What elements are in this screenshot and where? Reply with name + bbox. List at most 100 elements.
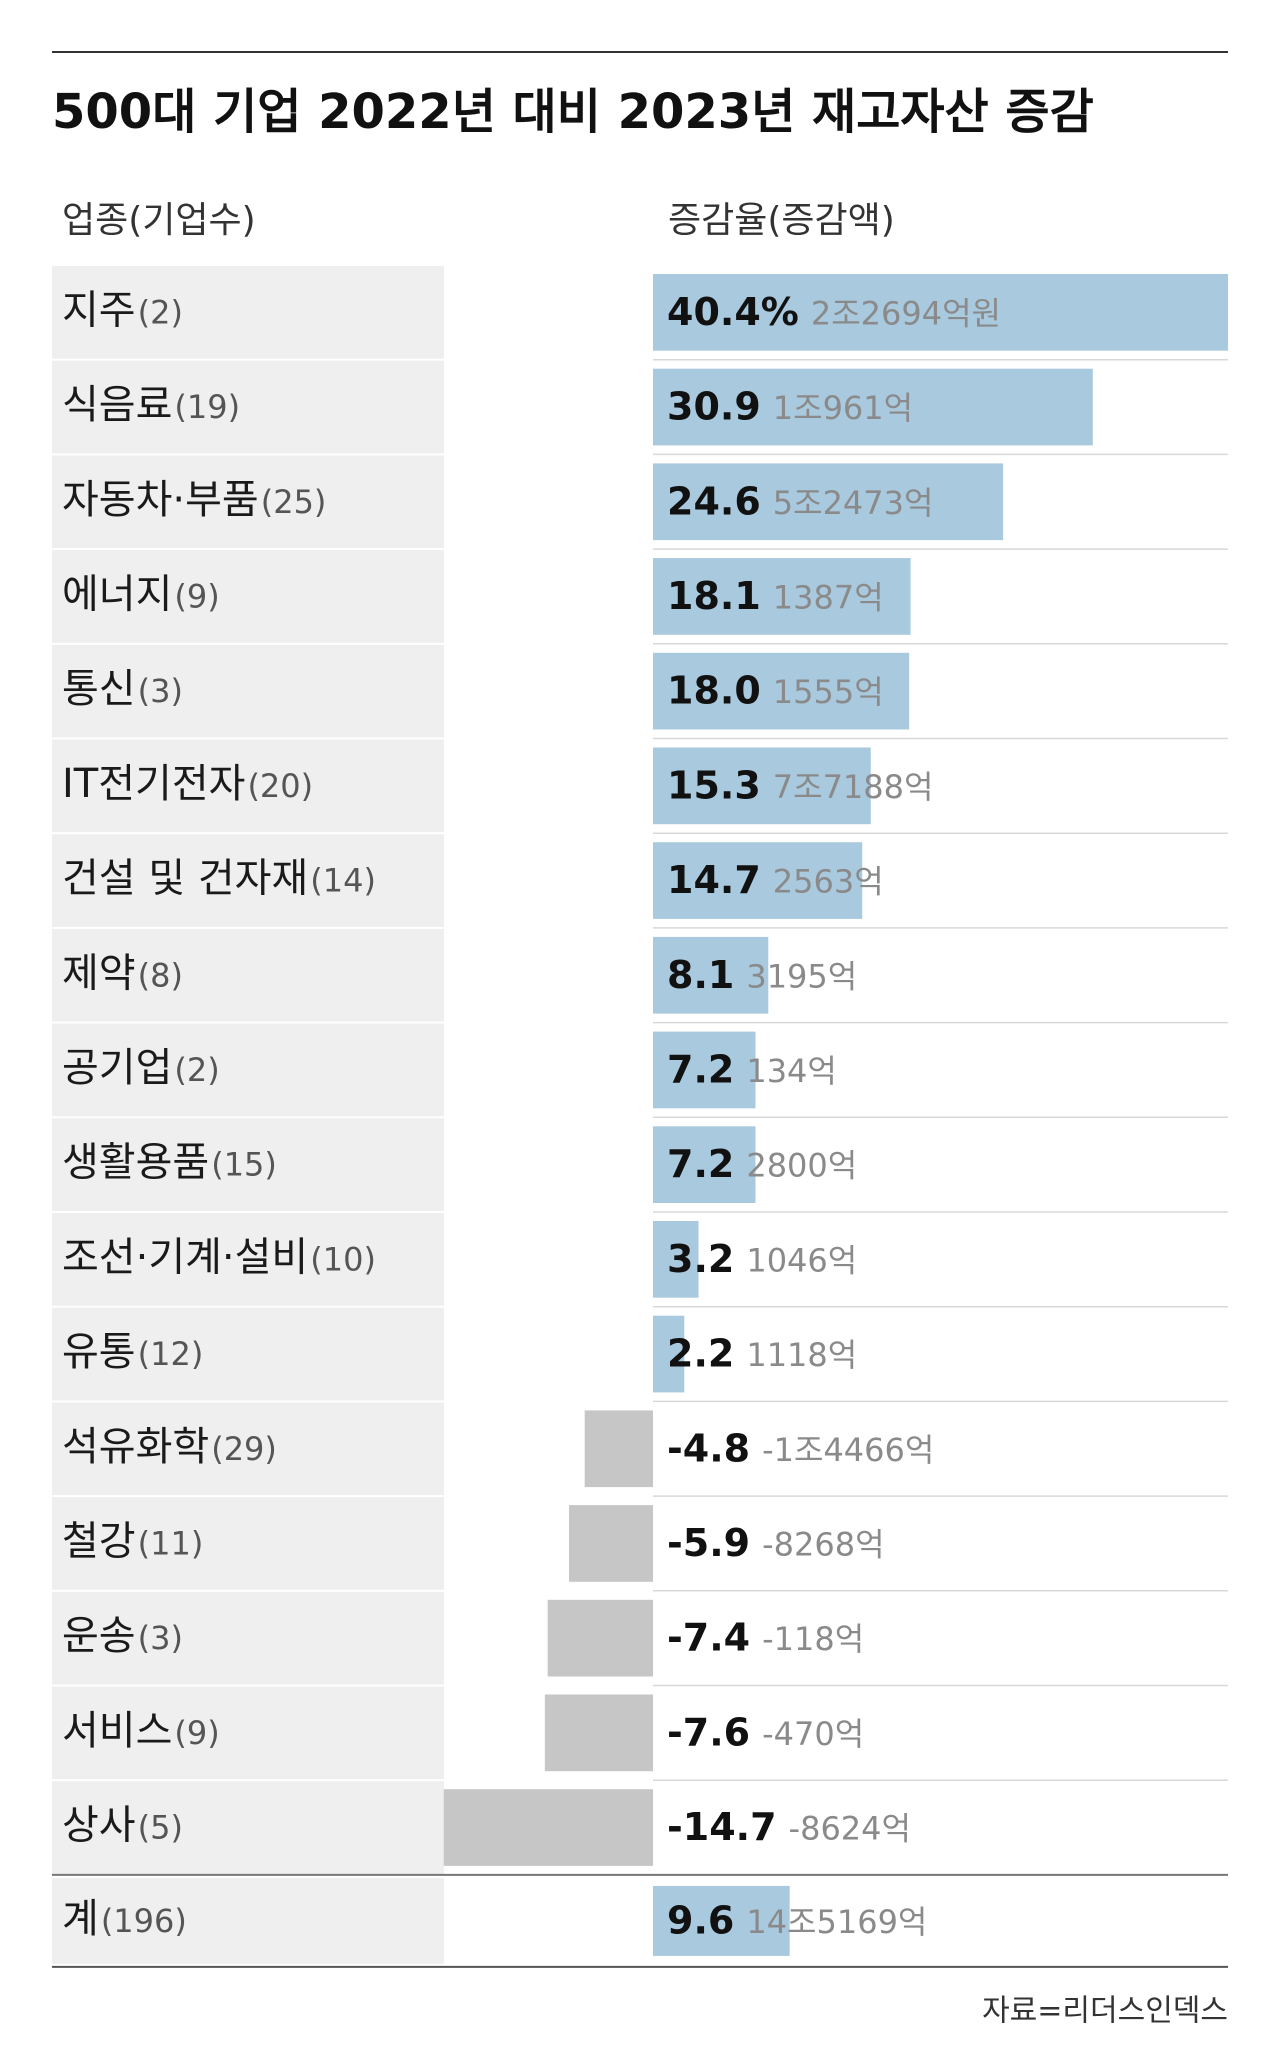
category-cell (52, 360, 444, 454)
amount-label: -8624억 (789, 1810, 911, 1848)
company-count: (15) (211, 1146, 277, 1184)
bar (653, 936, 769, 1014)
company-count: (8) (138, 956, 183, 994)
company-count: (3) (138, 1619, 183, 1657)
amount-label: 2800억 (746, 1147, 857, 1185)
category-label: IT전기전자 (62, 761, 245, 807)
company-count: (29) (211, 1430, 277, 1468)
bar (653, 1031, 756, 1109)
category-label: 조선·기계·설비 (62, 1234, 308, 1280)
category-header: 업종(기업수) (62, 200, 256, 241)
company-count: (10) (310, 1240, 376, 1278)
value-header: 증감율(증감액) (668, 200, 895, 241)
amount-label: 2조2694억원 (811, 294, 1001, 332)
value-label: -4.8 (667, 1426, 750, 1470)
category-label: 유통 (62, 1329, 136, 1375)
company-count: (12) (138, 1335, 204, 1373)
source: 자료=리더스인덱스 (982, 1994, 1228, 2029)
value-label: 9.6 (667, 1898, 734, 1942)
value-label: -7.6 (667, 1710, 750, 1754)
bar (653, 652, 910, 730)
bar (653, 274, 1228, 351)
category-cell (52, 266, 444, 359)
bar (653, 463, 1004, 541)
amount-label: 1046억 (746, 1241, 857, 1279)
category-label: 운송 (62, 1613, 136, 1659)
chart-title: 500대 기업 2022년 대비 2023년 재고자산 증감 (52, 84, 1094, 140)
amount-label: 2563억 (773, 863, 884, 901)
amount-label: 1118억 (746, 1336, 857, 1374)
category-cell (52, 1307, 444, 1401)
bar (653, 1315, 685, 1393)
value-label: 24.6 (667, 479, 761, 523)
amount-label: -470억 (762, 1715, 864, 1753)
category-cell (52, 1213, 444, 1306)
amount-label: -8268억 (762, 1525, 884, 1563)
bar (653, 747, 871, 825)
category-cell (52, 1023, 444, 1117)
company-count: (19) (174, 388, 240, 426)
amount-label: 5조2473억 (773, 484, 934, 522)
category-label: 식음료 (62, 382, 172, 428)
company-count: (11) (138, 1524, 204, 1562)
category-label: 계 (62, 1896, 99, 1942)
amount-label: 1387억 (773, 578, 884, 616)
category-cell (52, 1497, 444, 1590)
category-cell (52, 1118, 444, 1211)
company-count: (2) (138, 293, 183, 331)
value-label: 15.3 (667, 763, 761, 807)
amount-label: 1555억 (773, 673, 884, 711)
category-cell (52, 1591, 444, 1685)
category-label: 공기업 (62, 1045, 172, 1091)
category-label: 생활용품 (62, 1140, 209, 1186)
category-cell (52, 739, 444, 833)
category-label: 상사 (62, 1803, 136, 1849)
bar (653, 558, 911, 635)
company-count: (9) (174, 1714, 219, 1752)
category-label: 자동차·부품 (62, 477, 259, 523)
value-label: 2.2 (667, 1332, 734, 1376)
amount-label: 3195억 (746, 957, 857, 995)
category-cell (52, 644, 444, 738)
value-label: 7.2 (667, 1142, 734, 1186)
category-label: 통신 (62, 666, 136, 712)
bar (653, 368, 1093, 446)
value-label: -7.4 (667, 1616, 750, 1660)
category-label: 지주 (62, 287, 136, 333)
bar (653, 1221, 699, 1298)
company-count: (25) (261, 483, 327, 521)
company-count: (2) (174, 1051, 219, 1089)
value-label: 14.7 (667, 858, 761, 902)
bar (584, 1410, 653, 1488)
category-label: 철강 (62, 1518, 136, 1564)
company-count: (3) (138, 672, 183, 710)
company-count: (5) (138, 1809, 183, 1847)
value-label: 3.2 (667, 1237, 734, 1281)
company-count: (20) (247, 767, 313, 805)
bar (569, 1505, 653, 1582)
category-cell (52, 1686, 444, 1780)
bar (443, 1789, 653, 1866)
amount-label: 1조961억 (773, 389, 913, 427)
amount-label: 7조7188억 (773, 768, 934, 806)
category-cell (52, 1402, 444, 1496)
company-count: (196) (101, 1902, 187, 1940)
value-label: -14.7 (667, 1805, 777, 1849)
bar (653, 842, 863, 919)
category-label: 에너지 (62, 571, 172, 617)
value-label: 30.9 (667, 385, 761, 429)
category-cell (52, 834, 444, 927)
value-label: 8.1 (667, 953, 734, 997)
category-cell (52, 455, 444, 549)
amount-label: -1조4466억 (762, 1431, 934, 1469)
amount-label: 134억 (746, 1052, 837, 1090)
category-label: 석유화학 (62, 1424, 209, 1470)
bar (653, 1126, 756, 1203)
value-label: 18.0 (667, 669, 761, 713)
category-cell (52, 1877, 444, 1964)
amount-label: -118억 (762, 1620, 864, 1658)
value-label: -5.9 (667, 1521, 750, 1565)
amount-label: 14조5169억 (746, 1903, 927, 1941)
bar (653, 1885, 790, 1956)
